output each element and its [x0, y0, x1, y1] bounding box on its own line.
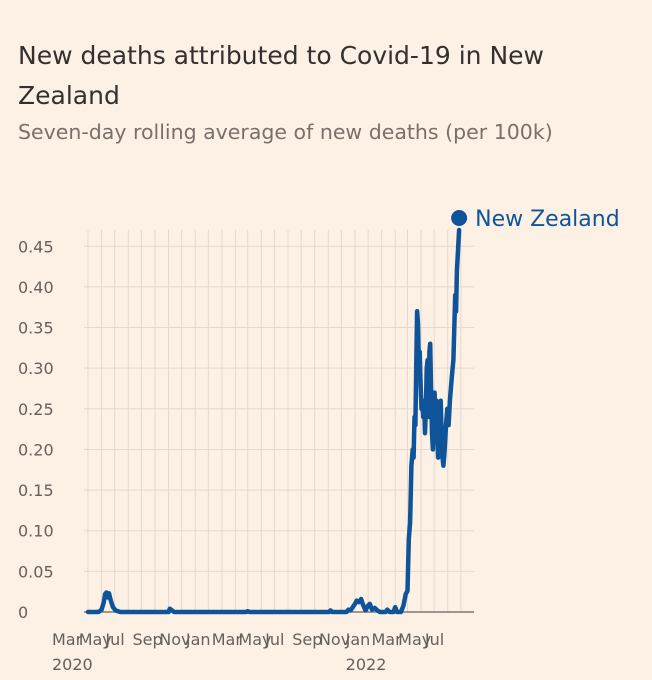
x-tick-label: Nov — [159, 630, 190, 649]
x-tick-label: May — [398, 630, 431, 649]
x-tick-label: May — [79, 630, 112, 649]
y-axis: 0 0.05 0.10 0.15 0.20 0.25 0.30 0.35 0.40 0.45 — [18, 237, 54, 622]
x-tick-label: Nov — [319, 630, 350, 649]
x-tick-label: Jan — [345, 630, 371, 649]
series-line-new-zealand — [85, 227, 462, 615]
x-tick-label: Mar — [371, 630, 402, 649]
y-tick-label: 0.30 — [18, 359, 54, 378]
x-tick-label: Mar — [52, 630, 83, 649]
x-tick-label: Mar — [212, 630, 243, 649]
x-tick-year-label: 2022 — [346, 655, 387, 674]
y-tick-label: 0.05 — [18, 562, 54, 581]
y-tick-label: 0.20 — [18, 440, 54, 459]
x-tick-label: Sep — [292, 630, 322, 649]
x-tick-label: Jan — [185, 630, 211, 649]
chart-subtitle: Seven-day rolling average of new deaths … — [18, 120, 553, 144]
x-tick-label: Sep — [133, 630, 163, 649]
series-end-marker — [451, 210, 468, 226]
chart-gridlines — [84, 230, 474, 613]
chart-title: New deaths attributed to Covid-19 in New… — [18, 41, 544, 110]
y-tick-label: 0.25 — [18, 400, 54, 419]
y-tick-label: 0 — [18, 603, 28, 622]
y-tick-label: 0.45 — [18, 237, 54, 256]
legend-label-new-zealand: New Zealand — [475, 207, 620, 232]
y-tick-label: 0.10 — [18, 522, 54, 541]
x-tick-label: Jul — [104, 630, 124, 649]
x-tick-year-label: 2020 — [52, 655, 93, 674]
x-tick-label: Jul — [424, 630, 444, 649]
x-tick-label: Jul — [264, 630, 284, 649]
x-tick-label: May — [238, 630, 271, 649]
y-tick-label: 0.15 — [18, 481, 54, 500]
y-tick-label: 0.35 — [18, 319, 54, 338]
y-tick-label: 0.40 — [18, 278, 54, 297]
